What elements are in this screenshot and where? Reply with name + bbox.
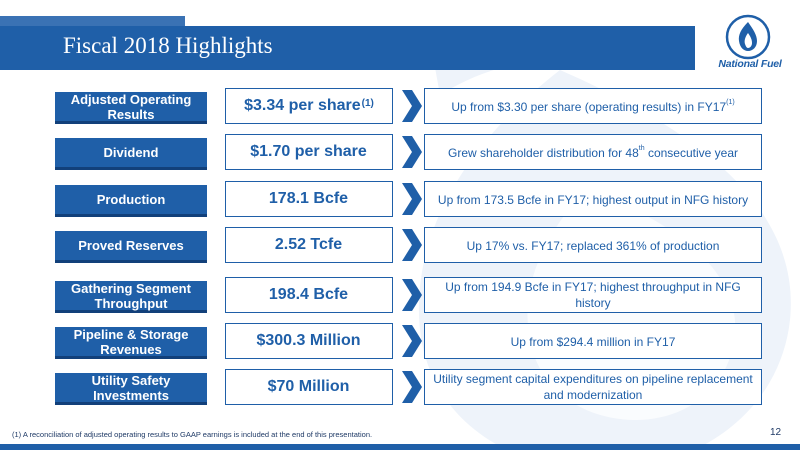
chevron-right-icon: [402, 229, 422, 261]
chevron-right-icon: [402, 136, 422, 168]
row-label: Proved Reserves: [55, 231, 207, 263]
row-label: Gathering Segment Throughput: [55, 281, 207, 313]
row-pipeline-storage-revenues: Pipeline & Storage Revenues $300.3 Milli…: [0, 323, 800, 363]
row-description: Up 17% vs. FY17; replaced 361% of produc…: [424, 227, 762, 263]
row-adjusted-operating-results: Adjusted Operating Results $3.34 per sha…: [0, 88, 800, 128]
row-description: Up from $3.30 per share (operating resul…: [424, 88, 762, 124]
row-value: $300.3 Million: [225, 323, 393, 359]
chevron-right-icon: [402, 279, 422, 311]
national-fuel-logo: National Fuel: [708, 14, 792, 72]
row-value: $70 Million: [225, 369, 393, 405]
row-value: 178.1 Bcfe: [225, 181, 393, 217]
row-label: Utility Safety Investments: [55, 373, 207, 405]
row-description: Up from 173.5 Bcfe in FY17; highest outp…: [424, 181, 762, 217]
row-label: Adjusted Operating Results: [55, 92, 207, 124]
title-band: [0, 26, 695, 70]
row-proved-reserves: Proved Reserves 2.52 Tcfe Up 17% vs. FY1…: [0, 227, 800, 267]
flame-logo-icon: [725, 14, 771, 60]
row-utility-safety-investments: Utility Safety Investments $70 Million U…: [0, 369, 800, 409]
row-label: Pipeline & Storage Revenues: [55, 327, 207, 359]
chevron-right-icon: [402, 325, 422, 357]
row-value: 2.52 Tcfe: [225, 227, 393, 263]
chevron-right-icon: [402, 183, 422, 215]
chevron-right-icon: [402, 371, 422, 403]
row-description: Up from 194.9 Bcfe in FY17; highest thro…: [424, 277, 762, 313]
row-value: $1.70 per share: [225, 134, 393, 170]
logo-text: National Fuel: [718, 58, 782, 70]
slide-title: Fiscal 2018 Highlights: [63, 33, 273, 58]
row-value: 198.4 Bcfe: [225, 277, 393, 313]
page-number: 12: [770, 427, 782, 438]
row-description: Utility segment capital expenditures on …: [424, 369, 762, 405]
bottom-accent-bar: [0, 444, 800, 450]
row-dividend: Dividend $1.70 per share Grew shareholde…: [0, 134, 800, 174]
row-value: $3.34 per share (1): [225, 88, 393, 124]
row-description: Grew shareholder distribution for 48th c…: [424, 134, 762, 170]
row-production: Production 178.1 Bcfe Up from 173.5 Bcfe…: [0, 181, 800, 221]
row-description: Up from $294.4 million in FY17: [424, 323, 762, 359]
row-label: Production: [55, 185, 207, 217]
row-label: Dividend: [55, 138, 207, 170]
row-gathering-segment-throughput: Gathering Segment Throughput 198.4 Bcfe …: [0, 277, 800, 317]
footnote: (1) A reconciliation of adjusted operati…: [12, 430, 373, 439]
chevron-right-icon: [402, 90, 422, 122]
